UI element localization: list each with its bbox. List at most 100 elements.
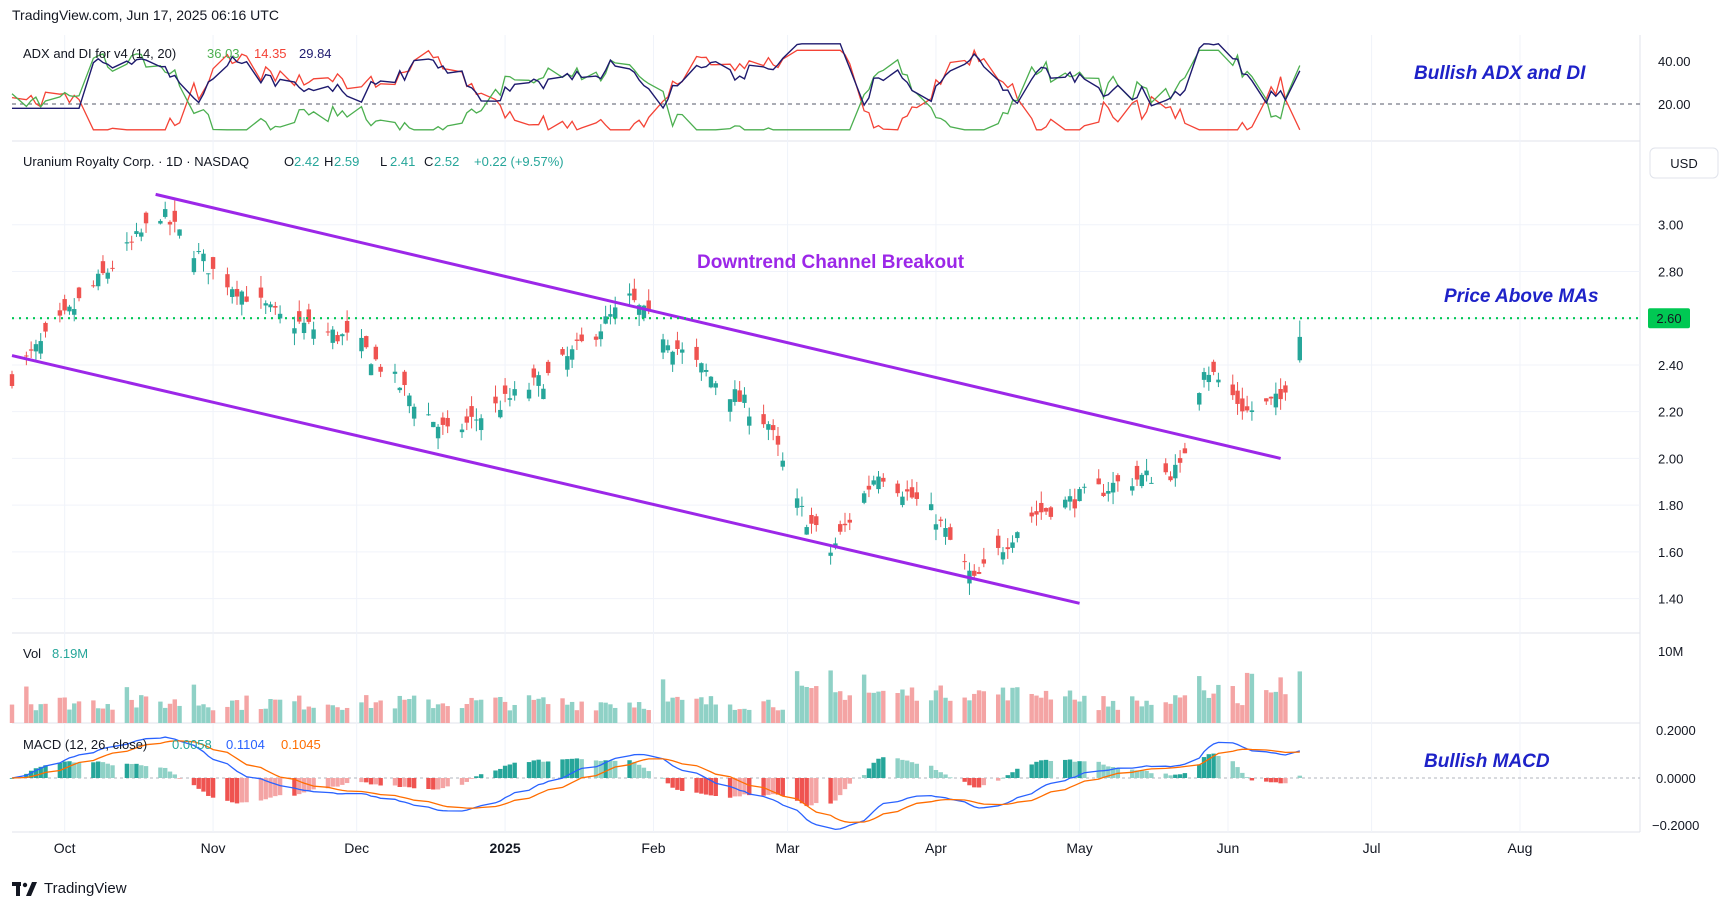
macd-histogram-bar [33,768,39,778]
candle-body [268,304,273,308]
macd-histogram-bar [191,778,197,786]
volume-bar [100,708,106,723]
x-axis-label: May [1066,840,1092,856]
candle-body [1163,463,1168,473]
candle-body [905,489,910,492]
volume-bar [747,709,752,723]
macd-histogram-bar [938,772,943,778]
macd-histogram-bar [574,758,580,778]
currency-button[interactable] [1649,147,1719,179]
candle-body [804,527,809,535]
macd-histogram-bar [814,778,819,804]
volume-bar [536,698,541,723]
macd-histogram-bar [1197,764,1202,778]
candle-body [766,424,771,430]
volume-bar [134,707,139,723]
volume-bar [1168,703,1173,723]
macd-histogram-bar [799,778,805,804]
volume-panel: Vol 8.19M 10M [9,644,1683,723]
macd-histogram-bar [632,761,637,778]
candle-body [747,416,752,426]
footer: TradingView [12,880,127,897]
macd-histogram-bar [1173,774,1178,778]
volume-bar [196,705,201,723]
macd-histogram-bar [335,778,340,787]
macd-histogram-bar [972,778,977,788]
candle-body [1015,532,1020,539]
volume-bar [1043,690,1049,723]
level-price-badge [1648,308,1690,329]
volume-bar [258,709,264,723]
candle-body [895,483,900,494]
macd-histogram-bar [1206,754,1212,778]
volume-bar [445,706,450,723]
candle-body [569,349,575,360]
macd-histogram-bar [703,778,709,795]
candle-body [1240,398,1245,412]
candle-body [368,364,374,376]
volume-bar [976,690,982,723]
macd-histogram-bar [234,778,240,804]
macd-axis-label-bottom: −0.2000 [1652,818,1699,833]
macd-histogram-bar [1106,766,1111,778]
candle-body [1034,511,1039,515]
volume-bar [1264,690,1269,723]
macd-histogram-bar [665,778,671,784]
volume-bar [598,702,604,723]
candle-body [402,371,407,386]
candle-body [263,303,268,306]
macd-histogram-bar [545,761,551,778]
macd-histogram-bar [206,778,211,796]
macd-histogram-bar [1264,778,1269,782]
price-legend-c-label: C [424,154,433,169]
candle-body [541,388,546,400]
panel-borders [12,35,1641,833]
candle-body [761,414,766,425]
price-axis-label: 2.20 [1658,405,1683,420]
candle-body [545,361,551,374]
macd-histogram-bar [76,762,82,778]
macd-histogram-bar [1211,753,1216,778]
volume-bar [1010,687,1015,723]
volume-bar [603,702,608,723]
volume-bar [727,704,733,723]
macd-histogram-bar [9,778,15,779]
volume-bar [95,708,101,723]
volume-bar [1216,684,1221,723]
candle-body [191,258,197,273]
macd-histogram-bar [493,770,498,778]
macd-histogram-bar [43,765,48,778]
macd-histogram-bar [766,778,771,795]
candle-body [660,339,666,353]
candle-body [799,505,805,507]
candle-body [646,300,651,311]
macd-histogram-bar [1110,767,1116,778]
volume-bar [459,708,465,723]
channel-breakout-annotation: Downtrend Channel Breakout [697,252,965,273]
macd-histogram-bar [344,778,350,784]
volume-bar [1230,686,1235,723]
candle-body [1201,372,1207,380]
price-axis-label: 1.80 [1658,498,1683,513]
macd-histogram-bar [809,778,814,806]
candle-body [928,504,934,511]
price-legend-o-value: 2.42 [294,154,319,169]
volume-bar [498,696,503,723]
macd-histogram-bar [158,767,163,778]
candle-body [325,331,331,333]
volume-bar [364,695,369,723]
price-legend-change: +0.22 (+9.57%) [474,154,564,169]
price-axis-label: 3.00 [1658,218,1683,233]
volume-bar [225,706,230,723]
volume-bar [914,700,919,723]
candle-body [1010,542,1015,548]
adx-panel: ADX and DI for v4 (14, 20) 36.03 14.35 2… [11,43,1691,131]
volume-bar [124,687,130,723]
volume-bar [545,704,551,723]
candle-body [833,543,838,547]
macd-histogram-bar [1067,759,1073,778]
adx-axis-label-20: 20.00 [1658,97,1691,112]
macd-histogram-bar [660,777,666,779]
macd-histogram-bar [1268,778,1274,783]
